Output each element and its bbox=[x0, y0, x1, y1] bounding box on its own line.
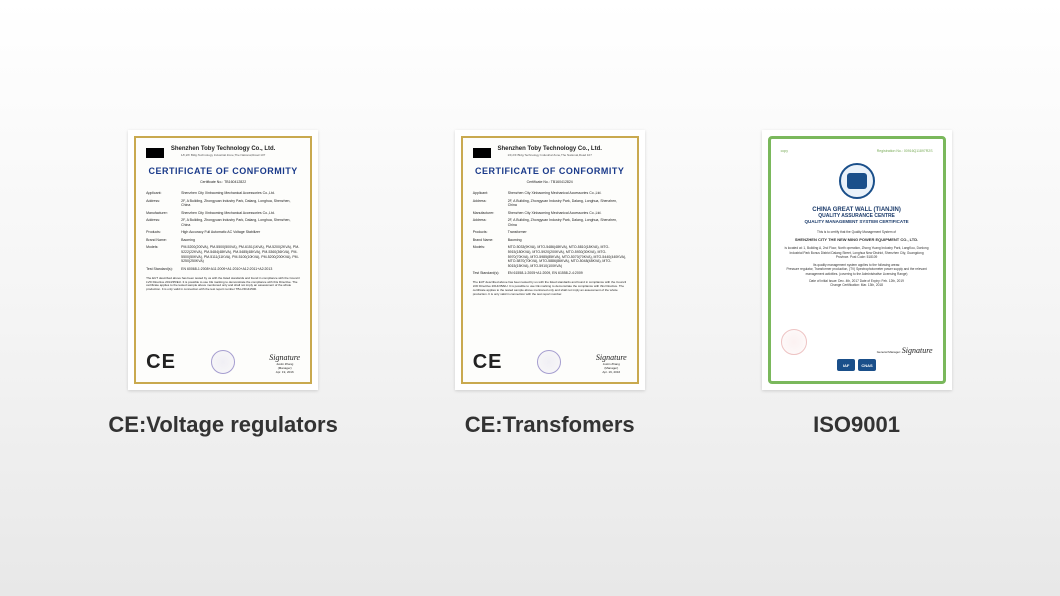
iso-firm-address: is located at: 1, Building A, 2nd Floor,… bbox=[785, 246, 929, 259]
field-value: 2F, A Building, Zhongyuan Industry Park,… bbox=[181, 199, 300, 208]
disclaimer-text: The EUT described above has been tested … bbox=[146, 277, 300, 293]
cert-card-voltage: Shenzhen Toby Technology Co., Ltd. 1/F,2… bbox=[108, 130, 337, 438]
field-label: Models: bbox=[146, 245, 181, 263]
copy-label: copy bbox=[781, 149, 788, 153]
cert-caption: CE:Transfomers bbox=[465, 412, 635, 438]
cert-number-row: Certificate No.: TB160412824 bbox=[473, 180, 627, 184]
iso-logo-icon bbox=[839, 163, 875, 199]
iso-scope: Pressure regulator, Transformer producti… bbox=[785, 267, 929, 276]
certificate-gallery: Shenzhen Toby Technology Co., Ltd. 1/F,2… bbox=[0, 0, 1060, 438]
field-value: Baoming bbox=[181, 238, 300, 243]
signature-script: Signature bbox=[902, 346, 933, 355]
field-value: 2F, A Building, Zhongyuan Industry Park,… bbox=[508, 199, 627, 208]
redaction-bar bbox=[146, 148, 164, 158]
field-value: 2F, A Building, Zhongyuan Industry Park,… bbox=[181, 218, 300, 227]
cnas-badge-icon: CNAS bbox=[858, 359, 876, 371]
stamp-icon bbox=[537, 350, 561, 374]
ce-mark-icon: CE bbox=[146, 351, 176, 374]
field-value: Baoming bbox=[508, 238, 627, 243]
field-label: Models: bbox=[473, 245, 508, 268]
red-stamp-icon bbox=[781, 329, 807, 355]
field-label: Address: bbox=[473, 199, 508, 208]
gm-label: General Manager: bbox=[877, 350, 901, 354]
cert-title: CERTIFICATE OF CONFORMITY bbox=[146, 166, 300, 176]
stamp-icon bbox=[211, 350, 235, 374]
cert-caption: ISO9001 bbox=[813, 412, 900, 438]
ce-mark-icon: CE bbox=[473, 351, 503, 374]
cert-no-value: TB160412824 bbox=[551, 180, 573, 184]
field-label: Address: bbox=[146, 218, 181, 227]
cert-card-transformers: Shenzhen Toby Technology Co., Ltd. 1/F,2… bbox=[455, 130, 645, 438]
signature-script: Signature bbox=[596, 353, 627, 362]
signature-block: Signature Justin Zhang (Manager) Apr. 19… bbox=[596, 353, 627, 374]
field-label: Address: bbox=[473, 218, 508, 227]
cert-frame: copy Registration No.: 00916Q11897R2S CH… bbox=[762, 130, 952, 390]
sign-date: Apr. 19, 2016 bbox=[269, 370, 300, 374]
cert-footer: CE Signature Justin Zhang (Manager) Apr.… bbox=[146, 342, 300, 374]
cert-no-value: TB160412822 bbox=[224, 180, 246, 184]
redaction-bar bbox=[473, 148, 491, 158]
field-value: MTO-5033(9KVA), MTO-5486(48KVA), MTO-581… bbox=[508, 245, 627, 268]
field-label: Address: bbox=[146, 199, 181, 208]
issuer-address: 1/F,2/F Bldg.Technology Industrial Zone,… bbox=[473, 154, 627, 158]
cert-number-row: Certificate No.: TB160412822 bbox=[146, 180, 300, 184]
iso-firm-name: SHENZHEN CITY THE NEW MING POWER EQUIPME… bbox=[785, 237, 929, 243]
field-label: Products: bbox=[473, 230, 508, 235]
field-value: Shenzhen City Xinbaoming Mechanical Acce… bbox=[508, 191, 627, 196]
reg-no: Registration No.: 00916Q11897R2S bbox=[877, 149, 933, 153]
disclaimer-text: The EUT described above has been tested … bbox=[473, 281, 627, 297]
cert-document-iso: copy Registration No.: 00916Q11897R2S CH… bbox=[768, 136, 946, 384]
issuer-address: 1/F,2/F Bldg.Technology Industrial Zone,… bbox=[146, 154, 300, 158]
field-value: Transformer bbox=[508, 230, 627, 235]
field-label: Products: bbox=[146, 230, 181, 235]
field-value: Shenzhen City Xinbaoming Mechanical Acce… bbox=[181, 211, 300, 216]
field-label: Manufacturer: bbox=[146, 211, 181, 216]
field-value: Shenzhen City Xinbaoming Mechanical Acce… bbox=[181, 191, 300, 196]
iso-body: This is to certify that the Quality Mana… bbox=[781, 230, 933, 288]
iso-title-line3: QUALITY MANAGEMENT SYSTEM CERTIFICATE bbox=[781, 219, 933, 224]
field-value: EN 61558-1:2005+A1:2009, EN 61558-2-4:20… bbox=[508, 271, 627, 276]
issuer-company: Shenzhen Toby Technology Co., Ltd. bbox=[146, 146, 300, 152]
cert-document-ce: Shenzhen Toby Technology Co., Ltd. 1/F,2… bbox=[134, 136, 312, 384]
iso-footer: General Manager: Signature bbox=[781, 323, 933, 355]
field-value: PM-5200(200VA), PM-5500(500VA), PM-6151(… bbox=[181, 245, 300, 263]
cert-footer: CE Signature Justin Zhang (Manager) Apr.… bbox=[473, 342, 627, 374]
iso-signature-block: General Manager: Signature bbox=[877, 346, 933, 355]
issuer-company: Shenzhen Toby Technology Co., Ltd. bbox=[473, 146, 627, 152]
field-value: 2F, A Building, Zhongyuan Industry Park,… bbox=[508, 218, 627, 227]
sign-date: Apr. 19, 2016 bbox=[596, 370, 627, 374]
field-label: Test Standard(s): bbox=[473, 271, 508, 276]
field-value: Shenzhen City Xinbaoming Mechanical Acce… bbox=[508, 211, 627, 216]
cert-title: CERTIFICATE OF CONFORMITY bbox=[473, 166, 627, 176]
cert-caption: CE:Voltage regulators bbox=[108, 412, 337, 438]
field-label: Manufacturer: bbox=[473, 211, 508, 216]
iso-top-row: copy Registration No.: 00916Q11897R2S bbox=[781, 149, 933, 153]
field-label: Brand Name: bbox=[473, 238, 508, 243]
field-label: Applicant: bbox=[146, 191, 181, 196]
field-label: Brand Name: bbox=[146, 238, 181, 243]
cert-card-iso9001: copy Registration No.: 00916Q11897R2S CH… bbox=[762, 130, 952, 438]
field-label: Test Standard(s): bbox=[146, 267, 181, 272]
field-value: EN 60068-1:2008+A11:2009+A1:2010+A12:201… bbox=[181, 267, 300, 272]
cert-no-label: Certificate No.: bbox=[200, 180, 223, 184]
iso-change-date: Change Certification: Mar. 13th, 2018 bbox=[785, 283, 929, 287]
field-label: Applicant: bbox=[473, 191, 508, 196]
signature-block: Signature Justin Zhang (Manager) Apr. 19… bbox=[269, 353, 300, 374]
field-value: High Accuracy Full Automatic AC Voltage … bbox=[181, 230, 300, 235]
cert-frame: Shenzhen Toby Technology Co., Ltd. 1/F,2… bbox=[128, 130, 318, 390]
iaf-badge-icon: IAF bbox=[837, 359, 855, 371]
accreditation-badges: IAF CNAS bbox=[781, 359, 933, 371]
cert-document-ce: Shenzhen Toby Technology Co., Ltd. 1/F,2… bbox=[461, 136, 639, 384]
cert-frame: Shenzhen Toby Technology Co., Ltd. 1/F,2… bbox=[455, 130, 645, 390]
cert-no-label: Certificate No.: bbox=[527, 180, 550, 184]
signature-script: Signature bbox=[269, 353, 300, 362]
iso-intro: This is to certify that the Quality Mana… bbox=[785, 230, 929, 234]
